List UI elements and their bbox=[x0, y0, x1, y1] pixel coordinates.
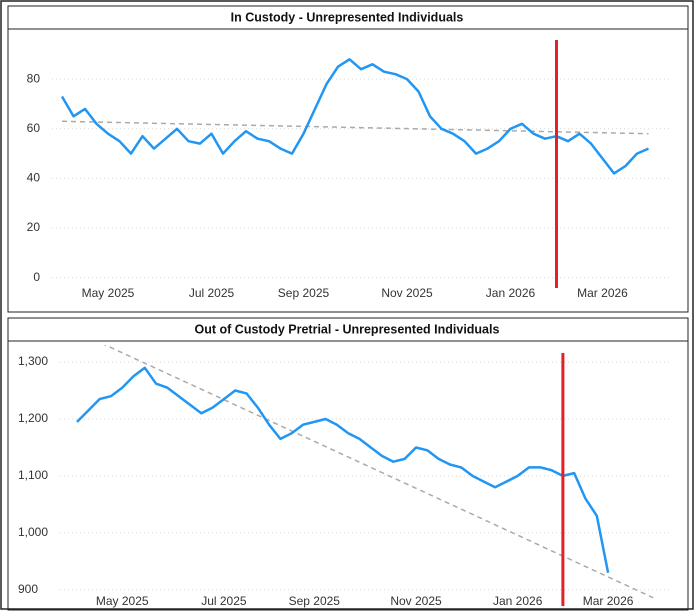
y-tick-label: 1,300 bbox=[18, 354, 48, 368]
x-tick-label: Sep 2025 bbox=[289, 594, 341, 608]
y-tick-label: 0 bbox=[33, 270, 40, 284]
y-tick-label: 80 bbox=[27, 71, 41, 85]
y-tick-label: 1,000 bbox=[18, 525, 48, 539]
x-tick-label: Jan 2026 bbox=[493, 594, 543, 608]
panel bbox=[7, 5, 689, 313]
y-tick-label: 1,100 bbox=[18, 468, 48, 482]
x-tick-label: Nov 2025 bbox=[390, 594, 442, 608]
panel bbox=[7, 317, 689, 611]
trend-line bbox=[103, 345, 654, 599]
chart-title: Out of Custody Pretrial - Unrepresented … bbox=[195, 322, 500, 336]
x-tick-label: Mar 2026 bbox=[583, 594, 634, 608]
x-tick-label: Jan 2026 bbox=[486, 286, 536, 300]
y-tick-label: 20 bbox=[27, 220, 41, 234]
x-tick-label: May 2025 bbox=[82, 286, 135, 300]
x-tick-label: Jul 2025 bbox=[201, 594, 247, 608]
y-tick-label: 900 bbox=[18, 582, 38, 596]
chart-title: In Custody - Unrepresented Individuals bbox=[231, 10, 464, 24]
y-tick-label: 40 bbox=[27, 171, 41, 185]
x-tick-label: Mar 2026 bbox=[577, 286, 628, 300]
x-tick-label: Jul 2025 bbox=[189, 286, 235, 300]
y-tick-label: 1,200 bbox=[18, 411, 48, 425]
series-line bbox=[60, 58, 649, 175]
x-tick-label: Sep 2025 bbox=[278, 286, 330, 300]
x-tick-label: May 2025 bbox=[96, 594, 149, 608]
y-tick-label: 60 bbox=[27, 121, 41, 135]
x-tick-label: Nov 2025 bbox=[381, 286, 433, 300]
series-line bbox=[76, 366, 610, 573]
trend-line bbox=[61, 120, 649, 135]
